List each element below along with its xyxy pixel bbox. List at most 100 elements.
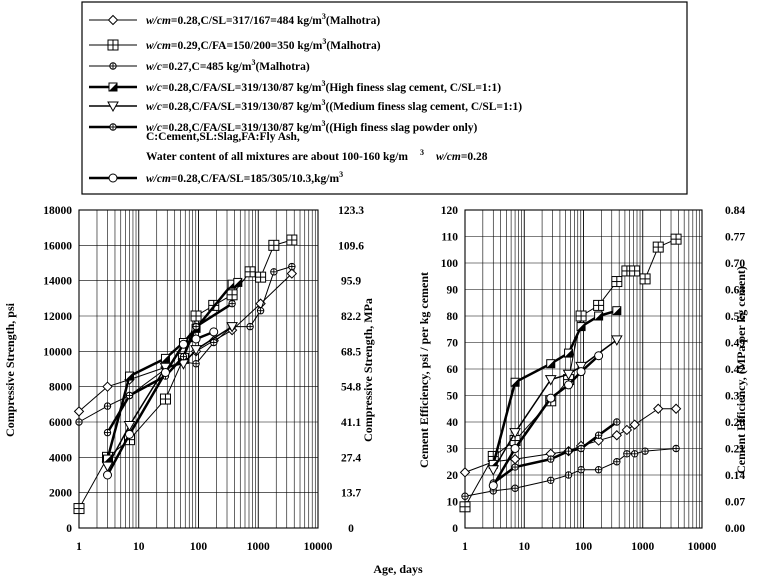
data-point [209,327,219,337]
data-point [103,402,112,410]
series-6 [103,327,219,480]
legend-marker-0 [107,14,119,26]
y-axis-title-right: Cement Efficiency, psi / per kg cement [417,272,431,468]
data-point [564,471,573,479]
data-point [577,444,585,453]
data-point [73,406,85,417]
y-tick-label: 4000 [49,452,72,464]
data-point [191,334,201,344]
legend-marker-3-fill [109,83,117,91]
data-point [575,310,587,322]
data-point [564,380,574,390]
data-point [653,403,664,414]
y-tick-label: 100 [441,258,459,270]
y-tick-label: 12000 [43,311,72,323]
data-point [511,463,519,471]
data-point [546,359,556,369]
x-tick-label: 10000 [304,541,333,553]
legend-label-1-sup: 3 [322,37,326,46]
y2-tick-label: 0.07 [725,497,745,509]
data-point [575,361,587,373]
legend-marker-6-shape [108,173,118,183]
legend-label-0-text: =0.28,C/SL=317/167=484 kg/m [171,15,322,27]
data-point-fill [594,312,603,320]
y2-axis-title-right: Cement Efficiency, (MPa per kg cement) [734,266,748,474]
data-point-shape [160,368,170,378]
data-point-shape [178,339,188,349]
legend-label-6-prefix: w/cm [146,173,171,185]
data-point [547,476,555,484]
data-point [594,351,604,361]
data-point [594,311,604,321]
y-tick-label: 10 [447,497,459,509]
y-tick-label: 40 [447,417,459,429]
data-point [102,381,113,392]
series-5 [103,299,236,437]
series-4-line [492,339,618,471]
y-tick-label: 18000 [43,205,72,217]
x-tick-label: 100 [575,541,593,553]
y2-tick-label: 27.4 [341,452,361,464]
series-5-line [106,302,233,434]
data-point-shape [576,367,586,377]
x-tick-label: 10 [519,541,531,553]
x-tick-label: 1000 [247,541,270,553]
data-point [73,503,85,515]
data-point [576,322,586,332]
y-tick-label: 30 [447,444,459,456]
data-point [547,455,555,463]
legend-label-3-text: =0.28,C/FA/SL=319/130/87 kg/m [162,82,322,94]
data-point [75,418,83,426]
data-point [630,450,639,458]
data-point [179,352,188,361]
y-tick-label: 16000 [43,240,72,252]
data-point [652,241,664,253]
data-point [160,353,170,363]
y-tick-label: 80 [447,311,459,323]
data-point [286,268,298,279]
data-point-shape [190,345,202,356]
y-tick-label: 6000 [49,417,72,429]
legend-label-1-suffix: (Malhotra) [326,40,380,52]
legend-label-6: w/cm=0.28,C/FA/SL=185/305/10.3,kg/m3 [146,170,343,185]
y2-tick-label: 95.9 [341,276,361,288]
legend-label-5-sup: 3 [322,119,326,128]
legend-marker-2 [109,62,117,70]
data-point-shape [459,467,471,478]
data-point [641,447,649,455]
legend-label-2-suffix: (Malhotra) [255,61,309,73]
data-point [124,371,134,381]
data-point [459,501,471,513]
x-tick-label: 10 [133,541,145,553]
data-point-shape [191,334,201,344]
y2-tick-label: 109.6 [338,240,364,252]
legend-label-3-prefix: w/c [146,82,162,94]
data-point [639,273,651,285]
data-point [192,322,200,331]
legend-label-3-suffix: (High finess slag cement, C/SL=1:1) [326,82,502,94]
data-point [268,239,280,251]
y-tick-label: 50 [447,391,459,403]
data-point-shape [123,421,136,432]
data-point-shape [509,428,521,439]
data-point [564,447,573,455]
data-point-shape [562,369,575,381]
legend-label-4: w/c=0.28,C/FA/SL=319/130/87 kg/m3((Mediu… [146,98,522,113]
data-point [487,465,500,476]
data-point [192,360,200,368]
data-point-shape [102,381,113,392]
data-point [190,310,202,322]
data-point [621,424,633,436]
legend-marker-6 [108,173,118,183]
y-tick-label: 2000 [49,488,72,500]
y2-tick-label: 0.84 [725,205,745,217]
legend-note-water: Water content of all mixtures are about … [146,148,488,163]
plot-frame [464,209,703,529]
data-point-fill [161,354,170,363]
data-point [612,306,622,316]
data-point-shape [488,481,498,491]
data-point [511,484,519,492]
data-point-shape [226,322,238,333]
y2-tick-label: 0.70 [725,258,745,270]
data-point-shape [124,429,134,439]
